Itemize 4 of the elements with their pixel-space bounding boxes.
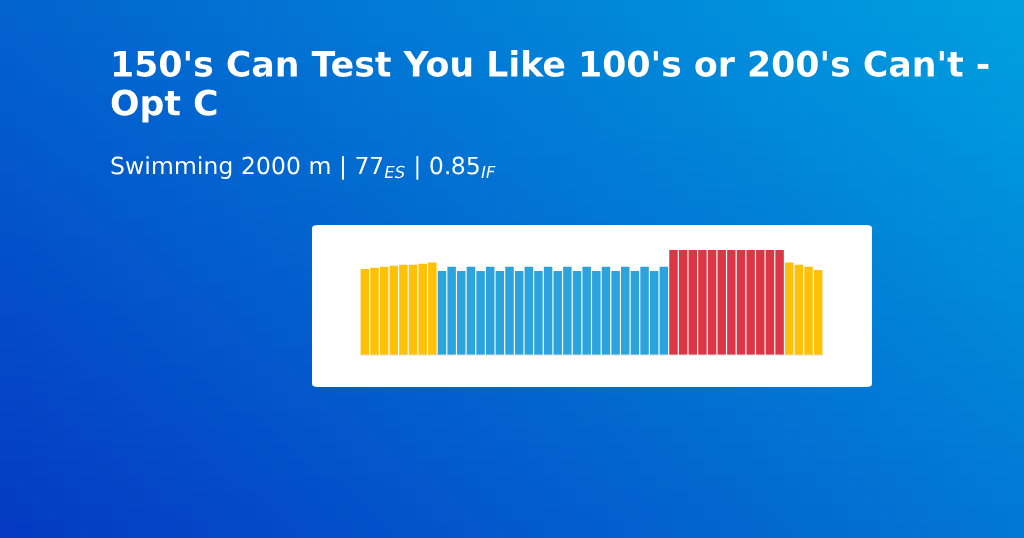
chart-title: 150's Can Test You Like 100's or 200's Can't - Opt C [111,50,989,123]
bar [785,262,794,355]
chart-subtitle: Swimming 2000 m | 77$_{ES}$ | 0.85$_{IF}$ [111,156,496,180]
bar [659,266,669,355]
